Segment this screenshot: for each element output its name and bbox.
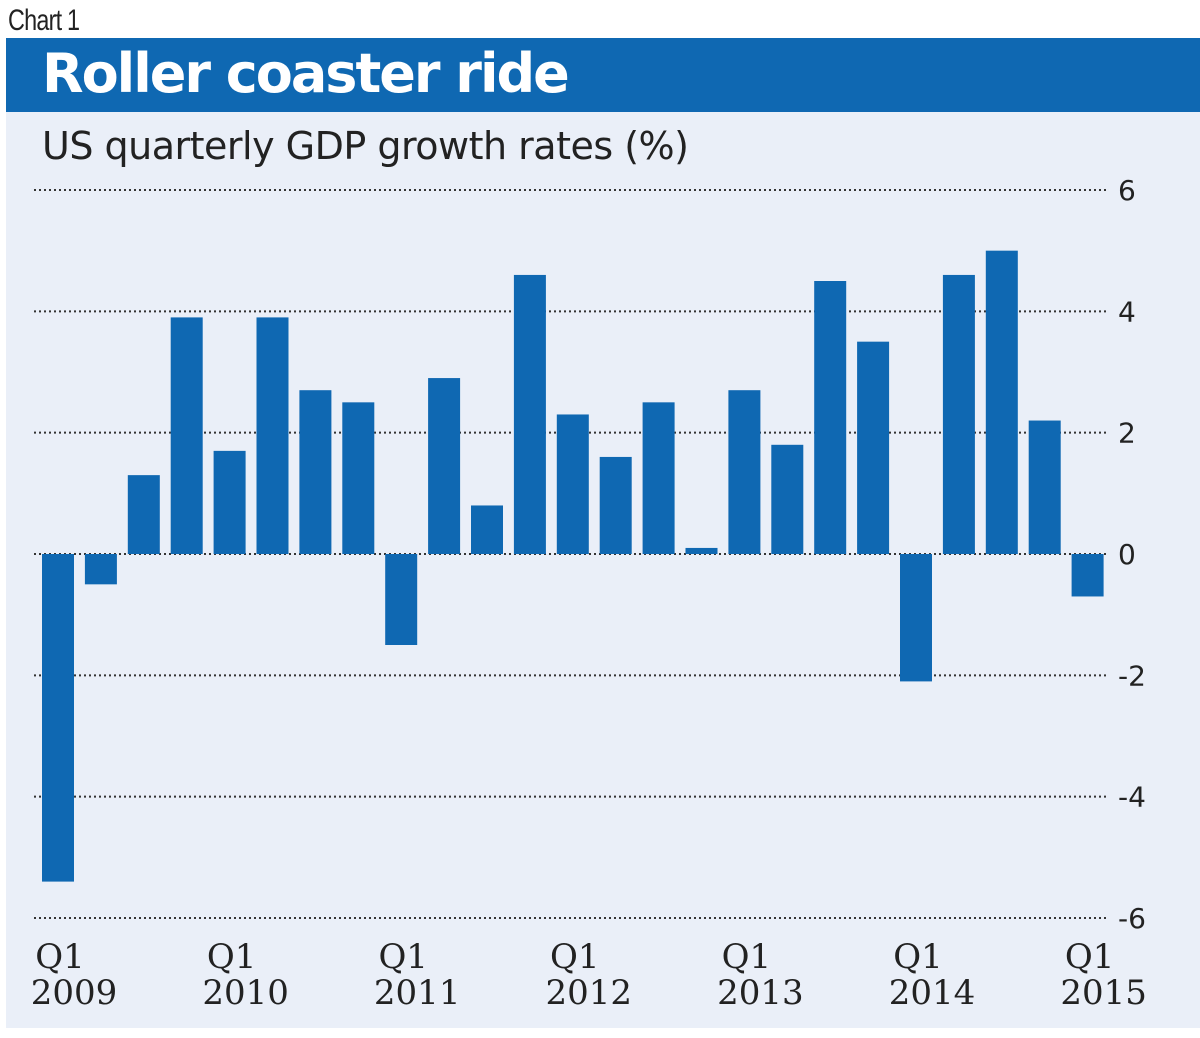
bar <box>1028 420 1061 554</box>
y-tick-label: -4 <box>1118 781 1146 814</box>
bar <box>42 554 74 882</box>
bar <box>385 554 418 645</box>
bar <box>127 475 160 554</box>
x-tick-label-year: 2013 <box>717 973 804 1013</box>
title-bar: Roller coaster ride <box>6 38 1200 112</box>
chart-subtitle: US quarterly GDP growth rates (%) <box>42 124 689 168</box>
x-tick-label-quarter: Q1 <box>35 937 85 977</box>
bar <box>84 554 117 585</box>
bar <box>814 281 847 554</box>
bar <box>556 414 589 554</box>
y-tick-label: 2 <box>1118 417 1136 450</box>
x-tick-label-year: 2015 <box>1060 973 1147 1013</box>
chart-number-label: Chart 1 <box>8 4 80 37</box>
bar <box>513 274 546 554</box>
y-tick-label: -6 <box>1118 902 1146 935</box>
bar <box>342 402 375 554</box>
y-tick-label: 6 <box>1118 174 1136 207</box>
y-tick-label: -2 <box>1118 659 1146 692</box>
x-tick-label-quarter: Q1 <box>550 937 600 977</box>
bar <box>428 378 461 554</box>
bar <box>942 274 975 554</box>
chart-title: Roller coaster ride <box>42 42 570 105</box>
bar <box>857 341 890 554</box>
bars <box>42 250 1104 882</box>
bar <box>728 390 761 554</box>
x-tick-label-quarter: Q1 <box>893 937 943 977</box>
bar <box>642 402 675 554</box>
x-tick-label-year: 2010 <box>202 973 289 1013</box>
x-tick-label-year: 2009 <box>31 973 118 1013</box>
x-tick-label-quarter: Q1 <box>378 937 428 977</box>
bar <box>900 554 932 682</box>
bar <box>471 505 503 554</box>
y-tick-label: 4 <box>1118 295 1136 328</box>
y-axis-tick-labels: 6 4 2 0 -2 -4 -6 <box>1118 174 1146 935</box>
bar <box>299 390 332 554</box>
x-tick-label-year: 2011 <box>374 973 461 1013</box>
x-tick-label-quarter: Q1 <box>207 937 257 977</box>
x-axis-tick-labels: Q12009Q12010Q12011Q12012Q12013Q12014Q120… <box>31 937 1147 1013</box>
bar <box>213 450 246 554</box>
x-tick-label-quarter: Q1 <box>1065 937 1115 977</box>
x-tick-label-year: 2012 <box>546 973 633 1013</box>
bar <box>685 547 718 554</box>
y-tick-label: 0 <box>1118 538 1136 571</box>
bar <box>599 456 632 554</box>
x-tick-label-quarter: Q1 <box>722 937 772 977</box>
bar <box>985 250 1018 554</box>
bar <box>170 317 203 554</box>
bar <box>256 317 289 554</box>
bar <box>1071 554 1104 597</box>
x-tick-label-year: 2014 <box>889 973 976 1013</box>
bar <box>771 444 804 554</box>
